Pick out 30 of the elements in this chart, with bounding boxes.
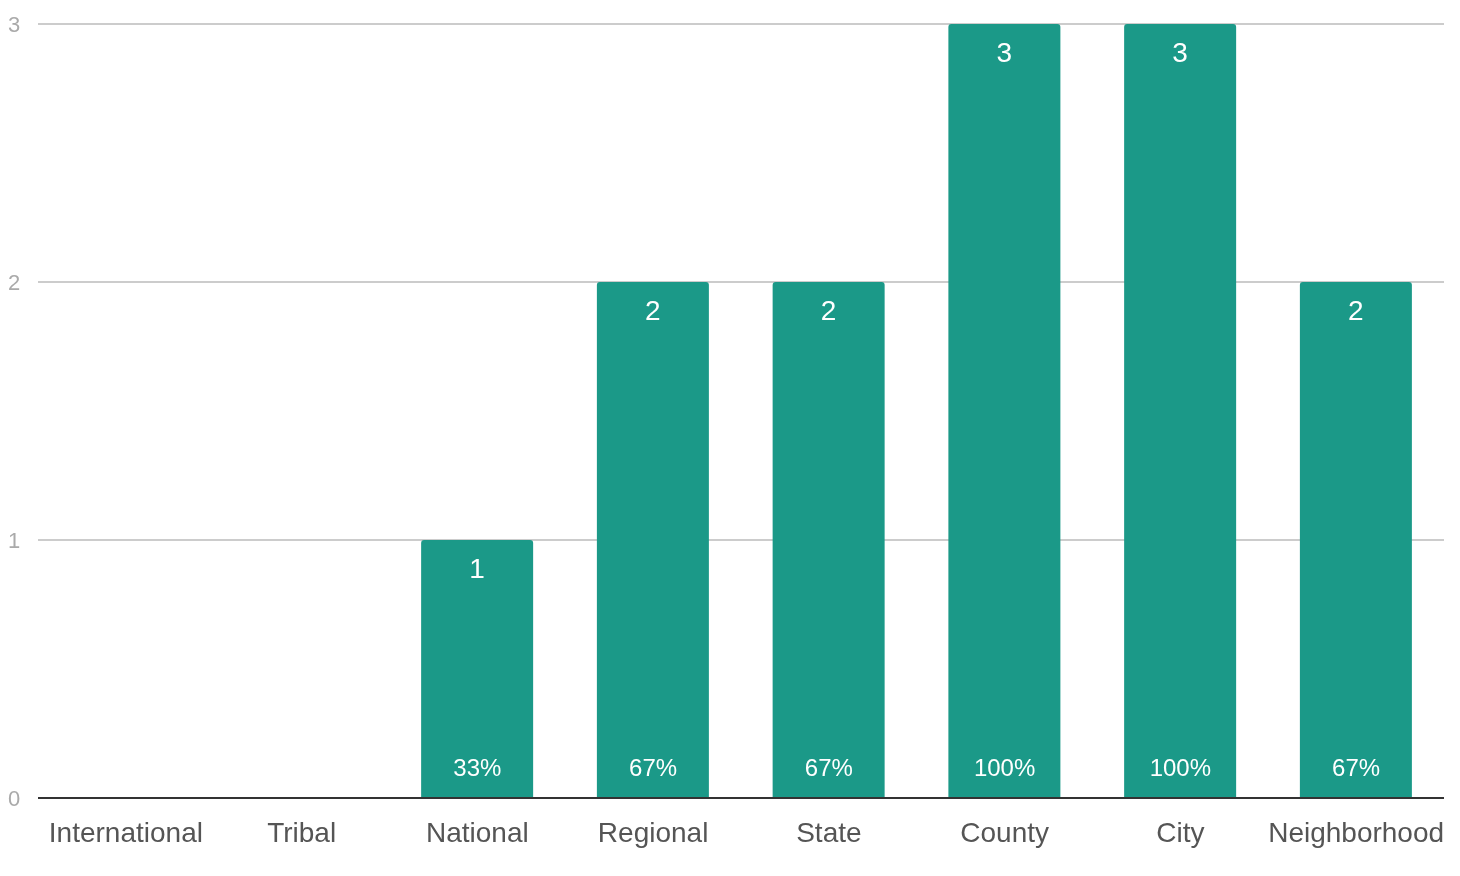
data-label: 1 bbox=[469, 552, 485, 584]
annotation: 67% bbox=[1332, 754, 1381, 781]
x-tick-label: County bbox=[960, 816, 1049, 848]
bar bbox=[1124, 24, 1237, 798]
x-tick-label: City bbox=[1156, 816, 1205, 848]
bar bbox=[1299, 282, 1412, 798]
data-label: 2 bbox=[645, 294, 661, 326]
x-tick-label: Tribal bbox=[267, 816, 337, 848]
y-tick-label: 2 bbox=[8, 269, 21, 295]
x-tick-label: National bbox=[426, 816, 529, 848]
x-tick-label: Neighborhood bbox=[1268, 816, 1445, 848]
annotation: 67% bbox=[804, 754, 853, 781]
x-tick-label: Regional bbox=[597, 816, 709, 848]
bar bbox=[421, 540, 534, 798]
data-label: 3 bbox=[1172, 36, 1188, 68]
y-tick-label: 1 bbox=[8, 527, 21, 553]
data-label: 2 bbox=[1348, 294, 1364, 326]
annotation: 67% bbox=[629, 754, 678, 781]
x-tick-label: State bbox=[796, 816, 862, 848]
annotation: 100% bbox=[973, 754, 1036, 781]
bar bbox=[772, 282, 885, 798]
bar bbox=[596, 282, 709, 798]
y-tick-label: 3 bbox=[8, 11, 21, 37]
data-label: 2 bbox=[820, 294, 837, 326]
y-tick-label: 0 bbox=[8, 785, 21, 811]
x-tick-label: International bbox=[48, 816, 203, 848]
bar bbox=[948, 24, 1061, 798]
annotation: 33% bbox=[453, 754, 502, 781]
annotation: 100% bbox=[1149, 754, 1212, 781]
data-label: 3 bbox=[996, 36, 1013, 68]
